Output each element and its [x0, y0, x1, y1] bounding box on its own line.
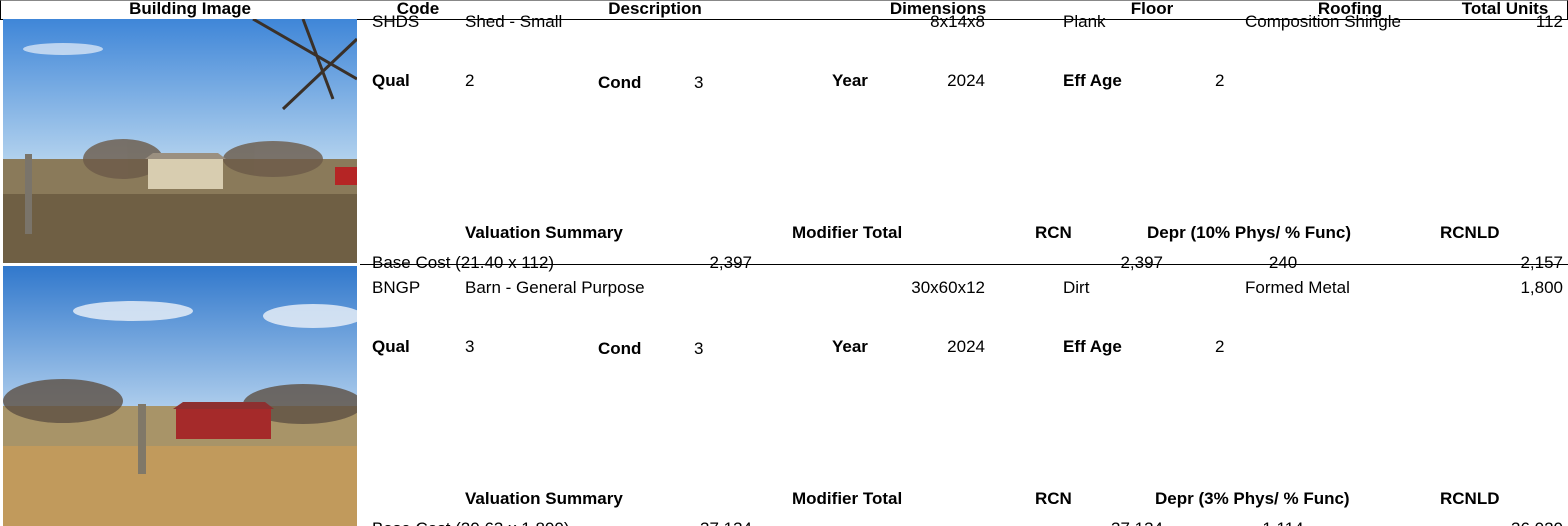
floor: Dirt [1063, 278, 1089, 298]
label: Year [832, 337, 868, 357]
description: Shed - Small [465, 12, 562, 32]
qual: 2 [465, 71, 474, 91]
base-cost: 2,397 [709, 253, 752, 273]
eff-age: 2 [1215, 337, 1224, 357]
depr: 240 [1269, 253, 1297, 273]
description: Barn - General Purpose [465, 278, 645, 298]
base-cost-label: Base Cost (21.40 x 112) [372, 253, 554, 273]
year: 2024 [947, 337, 985, 357]
summary-header: RCN [1035, 223, 1072, 243]
qual: 3 [465, 337, 474, 357]
label: Cond [598, 339, 641, 359]
total-units: 1,800 [1520, 278, 1563, 298]
year: 2024 [947, 71, 985, 91]
building-photo [3, 19, 357, 263]
label: Cond [598, 73, 641, 93]
floor: Plank [1063, 12, 1106, 32]
roofing: Formed Metal [1245, 278, 1350, 298]
column-header: Description [608, 0, 702, 19]
cond: 3 [694, 73, 703, 93]
rcnld: 36,020 [1511, 519, 1563, 526]
summary-header: Depr (10% Phys/ % Func) [1147, 223, 1351, 243]
base-cost-label: Base Cost (20.63 x 1,800) [372, 519, 570, 526]
cond: 3 [694, 339, 703, 359]
code: SHDS [372, 12, 419, 32]
label: Eff Age [1063, 71, 1122, 91]
eff-age: 2 [1215, 71, 1224, 91]
column-header: Building Image [129, 0, 251, 19]
roofing: Composition Shingle [1245, 12, 1401, 32]
label: Qual [372, 71, 410, 91]
rcn: 37,134 [1111, 519, 1163, 526]
summary-header: Modifier Total [792, 223, 902, 243]
summary-header: Depr (3% Phys/ % Func) [1155, 489, 1350, 509]
rcn: 2,397 [1120, 253, 1163, 273]
base-cost: 37,134 [700, 519, 752, 526]
label: Eff Age [1063, 337, 1122, 357]
code: BNGP [372, 278, 420, 298]
label: Qual [372, 337, 410, 357]
dimensions: 30x60x12 [911, 278, 985, 298]
page: Building ImageCodeDescriptionDimensionsF… [0, 0, 1568, 526]
rcnld: 2,157 [1520, 253, 1563, 273]
summary-header: RCNLD [1440, 489, 1500, 509]
summary-header: Valuation Summary [465, 489, 623, 509]
total-units: 112 [1536, 12, 1563, 32]
summary-header: RCNLD [1440, 223, 1500, 243]
building-photo [3, 266, 357, 526]
dimensions: 8x14x8 [930, 12, 985, 32]
label: Year [832, 71, 868, 91]
depr: 1,114 [1262, 519, 1303, 526]
column-header: Floor [1131, 0, 1174, 19]
summary-header: Valuation Summary [465, 223, 623, 243]
summary-header: Modifier Total [792, 489, 902, 509]
summary-header: RCN [1035, 489, 1072, 509]
